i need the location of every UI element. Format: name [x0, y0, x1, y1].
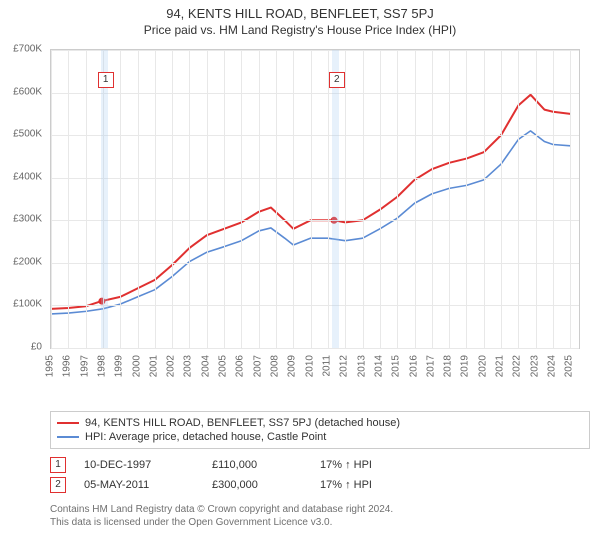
sales-row-date: 05-MAY-2011	[84, 479, 194, 491]
x-tick-label: 2010	[304, 355, 315, 377]
x-tick-label: 2019	[460, 355, 471, 377]
x-tick-label: 2016	[408, 355, 419, 377]
legend-item: HPI: Average price, detached house, Cast…	[57, 430, 583, 444]
y-tick-label: £600K	[13, 86, 42, 97]
sales-row-marker: 1	[50, 457, 66, 473]
legend-box: 94, KENTS HILL ROAD, BENFLEET, SS7 5PJ (…	[50, 411, 590, 449]
y-axis-ticks: £0£100K£200K£300K£400K£500K£600K£700K	[0, 49, 46, 349]
x-tick-label: 2017	[425, 355, 436, 377]
sales-row-marker: 2	[50, 477, 66, 493]
sales-row-delta: 17% ↑ HPI	[320, 479, 372, 491]
x-tick-label: 2020	[477, 355, 488, 377]
sales-row-delta: 17% ↑ HPI	[320, 459, 372, 471]
y-tick-label: £100K	[13, 299, 42, 310]
x-tick-label: 2007	[252, 355, 263, 377]
legend-label: 94, KENTS HILL ROAD, BENFLEET, SS7 5PJ (…	[85, 417, 400, 429]
y-tick-label: £500K	[13, 129, 42, 140]
x-tick-label: 1998	[96, 355, 107, 377]
x-tick-label: 2004	[200, 355, 211, 377]
legend-swatch	[57, 422, 79, 424]
x-tick-label: 2001	[148, 355, 159, 377]
x-tick-label: 2012	[339, 355, 350, 377]
x-tick-label: 2008	[270, 355, 281, 377]
x-tick-label: 2021	[495, 355, 506, 377]
x-tick-label: 2011	[321, 355, 332, 377]
y-tick-label: £200K	[13, 256, 42, 267]
sale-marker-box: 1	[98, 72, 114, 88]
legend-swatch	[57, 436, 79, 438]
x-tick-label: 2013	[356, 355, 367, 377]
x-tick-label: 2024	[547, 355, 558, 377]
page-title: 94, KENTS HILL ROAD, BENFLEET, SS7 5PJ	[0, 0, 600, 21]
x-tick-label: 1996	[62, 355, 73, 377]
sale-marker-box: 2	[329, 72, 345, 88]
footer-line-1: Contains HM Land Registry data © Crown c…	[50, 503, 590, 516]
x-tick-label: 2000	[131, 355, 142, 377]
x-tick-label: 1995	[45, 355, 56, 377]
legend-item: 94, KENTS HILL ROAD, BENFLEET, SS7 5PJ (…	[57, 416, 583, 430]
sales-row-price: £110,000	[212, 459, 302, 471]
series-svg	[51, 50, 579, 348]
sales-row: 1 10-DEC-1997 £110,000 17% ↑ HPI	[50, 455, 590, 475]
x-tick-label: 1997	[79, 355, 90, 377]
x-tick-label: 2006	[235, 355, 246, 377]
chart-container: £0£100K£200K£300K£400K£500K£600K£700K 12…	[0, 37, 600, 407]
y-tick-label: £0	[31, 342, 42, 353]
x-tick-label: 2022	[512, 355, 523, 377]
sale-shade	[332, 50, 339, 348]
plot-area: 12	[50, 49, 580, 349]
y-tick-label: £300K	[13, 214, 42, 225]
sales-row-price: £300,000	[212, 479, 302, 491]
x-tick-label: 2009	[287, 355, 298, 377]
sales-row-date: 10-DEC-1997	[84, 459, 194, 471]
footer-line-2: This data is licensed under the Open Gov…	[50, 516, 590, 529]
x-tick-label: 2002	[166, 355, 177, 377]
x-tick-label: 2018	[443, 355, 454, 377]
y-tick-label: £400K	[13, 171, 42, 182]
sale-shade	[101, 50, 108, 348]
x-tick-label: 2003	[183, 355, 194, 377]
y-tick-label: £700K	[13, 44, 42, 55]
footer-attribution: Contains HM Land Registry data © Crown c…	[50, 503, 590, 529]
x-axis-ticks: 1995199619971998199920002001200220032004…	[50, 351, 580, 411]
x-tick-label: 2015	[391, 355, 402, 377]
sales-table: 1 10-DEC-1997 £110,000 17% ↑ HPI 2 05-MAY-201…	[50, 455, 590, 495]
x-tick-label: 2023	[529, 355, 540, 377]
legend-label: HPI: Average price, detached house, Cast…	[85, 431, 326, 443]
sales-row: 2 05-MAY-2011 £300,000 17% ↑ HPI	[50, 475, 590, 495]
x-tick-label: 2014	[373, 355, 384, 377]
x-tick-label: 1999	[114, 355, 125, 377]
x-tick-label: 2005	[218, 355, 229, 377]
page-subtitle: Price paid vs. HM Land Registry's House …	[0, 21, 600, 37]
x-tick-label: 2025	[564, 355, 575, 377]
